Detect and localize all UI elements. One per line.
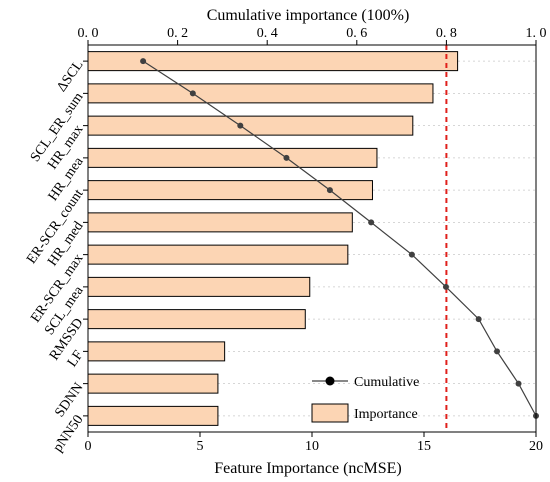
bar-6 (87, 244, 349, 265)
x-top-tick-label: 0. 4 (257, 26, 278, 41)
bar-7 (87, 276, 311, 297)
importance-bars (87, 51, 459, 426)
cumulative-point (140, 58, 147, 65)
x-top-tick-label: 1. 0 (526, 26, 547, 41)
cumulative-line (142, 60, 537, 417)
cumulative-point (515, 380, 522, 387)
x-bottom-tick-label: 5 (197, 439, 204, 454)
bar-8 (87, 309, 306, 330)
bar-3 (87, 147, 378, 168)
x-bottom-tick-label: 20 (529, 439, 543, 454)
cumulative-point (283, 154, 290, 161)
cumulative-point (237, 122, 244, 129)
x-top-tick-label: 0. 2 (167, 26, 188, 41)
category-label: ΔSCL (54, 58, 86, 95)
bar-5 (87, 212, 353, 233)
category-labels: ΔSCLSCL_ER_sumHR_maxHR_meaER-SCR_countHR… (24, 58, 87, 455)
cumulative-line-group (140, 58, 539, 419)
legend-importance-label: Importance (354, 407, 418, 422)
cumulative-point (368, 219, 375, 226)
x-top-tick-label: 0. 8 (436, 26, 457, 41)
x-bottom-tick-label: 0 (85, 439, 92, 454)
cumulative-point (189, 90, 196, 97)
cumulative-point (408, 251, 415, 258)
x-bottom-tick-label: 15 (417, 439, 431, 454)
top-axis-title: Cumulative importance (100%) (207, 7, 410, 24)
category-label: pNN50 (51, 413, 87, 455)
bottom-axis-title: Feature Importance (ncMSE) (214, 460, 401, 477)
legend: Cumulative Importance (311, 375, 419, 423)
legend-cumulative-label: Cumulative (354, 375, 419, 390)
cumulative-point (326, 187, 333, 194)
x-top-tick-label: 0. 6 (346, 26, 367, 41)
legend-importance-swatch (311, 403, 349, 423)
gridlines (88, 60, 536, 417)
bar-10 (87, 373, 219, 394)
bar-9 (87, 341, 226, 362)
x-bottom-tick-label: 10 (305, 439, 319, 454)
axis-ticks: 0 5 10 15 20 0. 0 0. 2 0. 4 0. 6 0. 8 1. 0 (78, 26, 547, 454)
cumulative-point (442, 283, 449, 290)
category-label: SDNN (52, 380, 86, 420)
bar-11 (87, 405, 219, 426)
x-top-tick-label: 0. 0 (78, 26, 99, 41)
legend-cumulative-marker (325, 376, 335, 386)
cumulative-point (494, 348, 501, 355)
bar-1 (87, 83, 434, 104)
cumulative-point (475, 316, 482, 323)
